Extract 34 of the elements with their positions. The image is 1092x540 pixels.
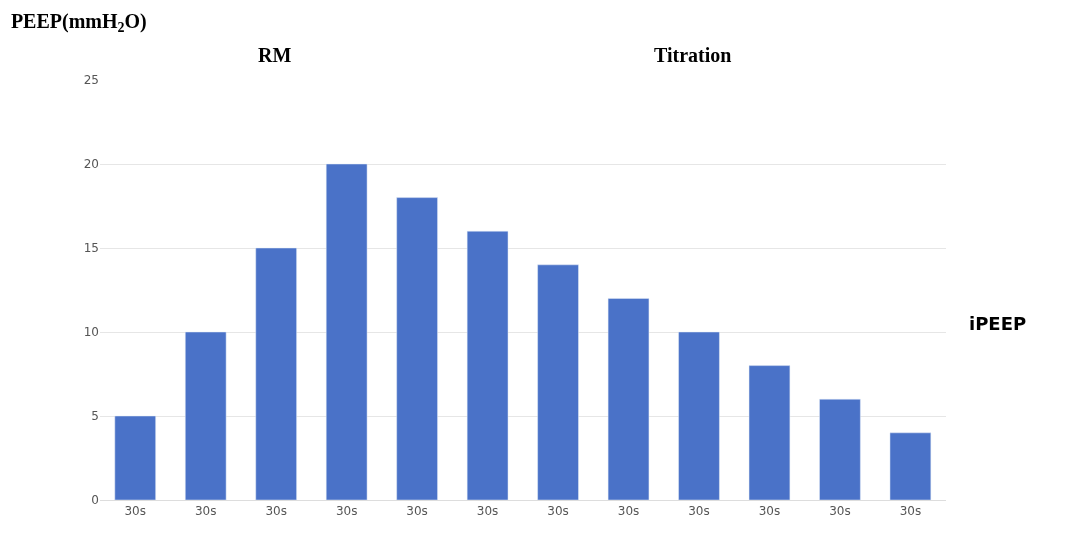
text: RM bbox=[258, 44, 292, 66]
x-tick-label: 30s bbox=[406, 504, 428, 519]
bar bbox=[678, 331, 720, 500]
chart-title: PEEP(mmH$_{2}$O) bbox=[10, 9, 147, 35]
x-tick-label: 30s bbox=[829, 504, 851, 519]
x-tick-label: 30s bbox=[547, 504, 569, 519]
bar bbox=[748, 365, 791, 500]
bar bbox=[466, 230, 509, 500]
bar bbox=[607, 298, 650, 500]
x-tick-label: 30s bbox=[476, 504, 499, 519]
x-tick-label: 30s bbox=[758, 504, 781, 519]
y-tick-label: 0 bbox=[91, 493, 99, 508]
text: Titration bbox=[654, 44, 732, 66]
bar bbox=[325, 163, 368, 500]
x-tick-label: 30s bbox=[194, 504, 217, 519]
bar bbox=[889, 432, 932, 500]
x-tick-label: 30s bbox=[335, 504, 358, 519]
y-tick-label: 10 bbox=[83, 325, 99, 340]
y-tick-label: 20 bbox=[83, 157, 99, 172]
x-tick-label: 30s bbox=[617, 504, 640, 519]
bar bbox=[537, 264, 579, 500]
bar bbox=[185, 331, 227, 500]
bar bbox=[396, 197, 438, 500]
x-tick-label: 30s bbox=[899, 504, 922, 519]
x-tick-label: 30s bbox=[124, 504, 147, 519]
x-tick-label: 30s bbox=[688, 504, 710, 519]
y-tick-label: 15 bbox=[83, 241, 99, 256]
x-tick-label: 30s bbox=[265, 504, 287, 519]
bar bbox=[819, 398, 861, 500]
text: iPEEP bbox=[969, 313, 1027, 334]
y-tick-label: 5 bbox=[91, 409, 99, 424]
bar bbox=[255, 247, 297, 500]
bar bbox=[114, 415, 156, 500]
y-tick-label: 25 bbox=[83, 73, 99, 88]
